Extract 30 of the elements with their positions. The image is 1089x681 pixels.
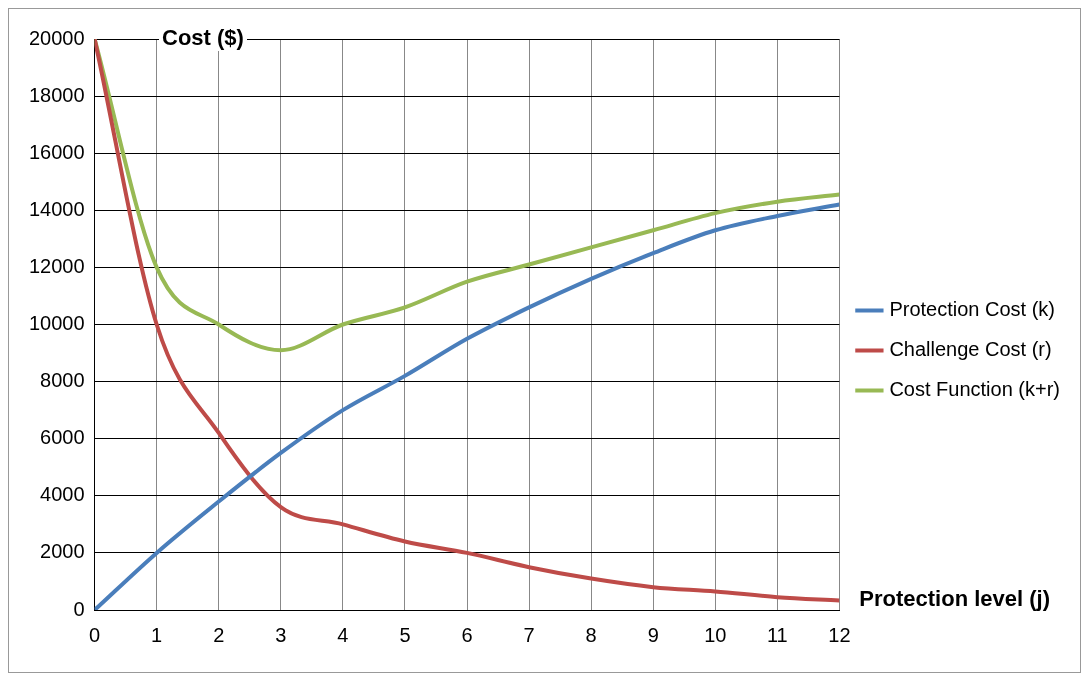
line-series	[94, 202, 840, 610]
y-tick-label: 14000	[28, 197, 85, 220]
y-axis-title: Cost ($)	[159, 25, 247, 51]
x-tick-label: 4	[337, 623, 349, 646]
x-tick-label: 10	[704, 623, 727, 646]
y-tick-label: 16000	[28, 140, 85, 163]
y-tick-label: 18000	[28, 83, 85, 106]
y-tick-label: 12000	[28, 254, 85, 277]
y-tick-label: 8000	[40, 369, 85, 392]
legend-label: Challenge Cost (r)	[889, 338, 1052, 361]
y-tick-label: 4000	[40, 483, 85, 506]
x-tick-label: 6	[461, 623, 473, 646]
y-tick-label: 2000	[40, 540, 85, 563]
y-tick-label: 20000	[28, 26, 85, 49]
legend-label: Protection Cost (k)	[889, 298, 1055, 321]
x-tick-label: 3	[275, 623, 287, 646]
legend-label: Cost Function (k+r)	[889, 378, 1060, 401]
y-tick-label: 10000	[28, 312, 85, 335]
y-tick-label: 0	[73, 597, 85, 620]
y-tick-label: 6000	[40, 426, 85, 449]
x-tick-label: 1	[151, 623, 163, 646]
x-tick-label: 12	[828, 623, 851, 646]
x-tick-label: 8	[585, 623, 597, 646]
x-tick-label: 7	[523, 623, 535, 646]
x-tick-label: 11	[766, 623, 788, 646]
x-tick-label: 0	[89, 623, 101, 646]
x-tick-label: 5	[399, 623, 411, 646]
x-tick-label: 9	[647, 623, 659, 646]
x-tick-label: 2	[213, 623, 225, 646]
x-axis-title: Protection level (j)	[859, 586, 1050, 612]
